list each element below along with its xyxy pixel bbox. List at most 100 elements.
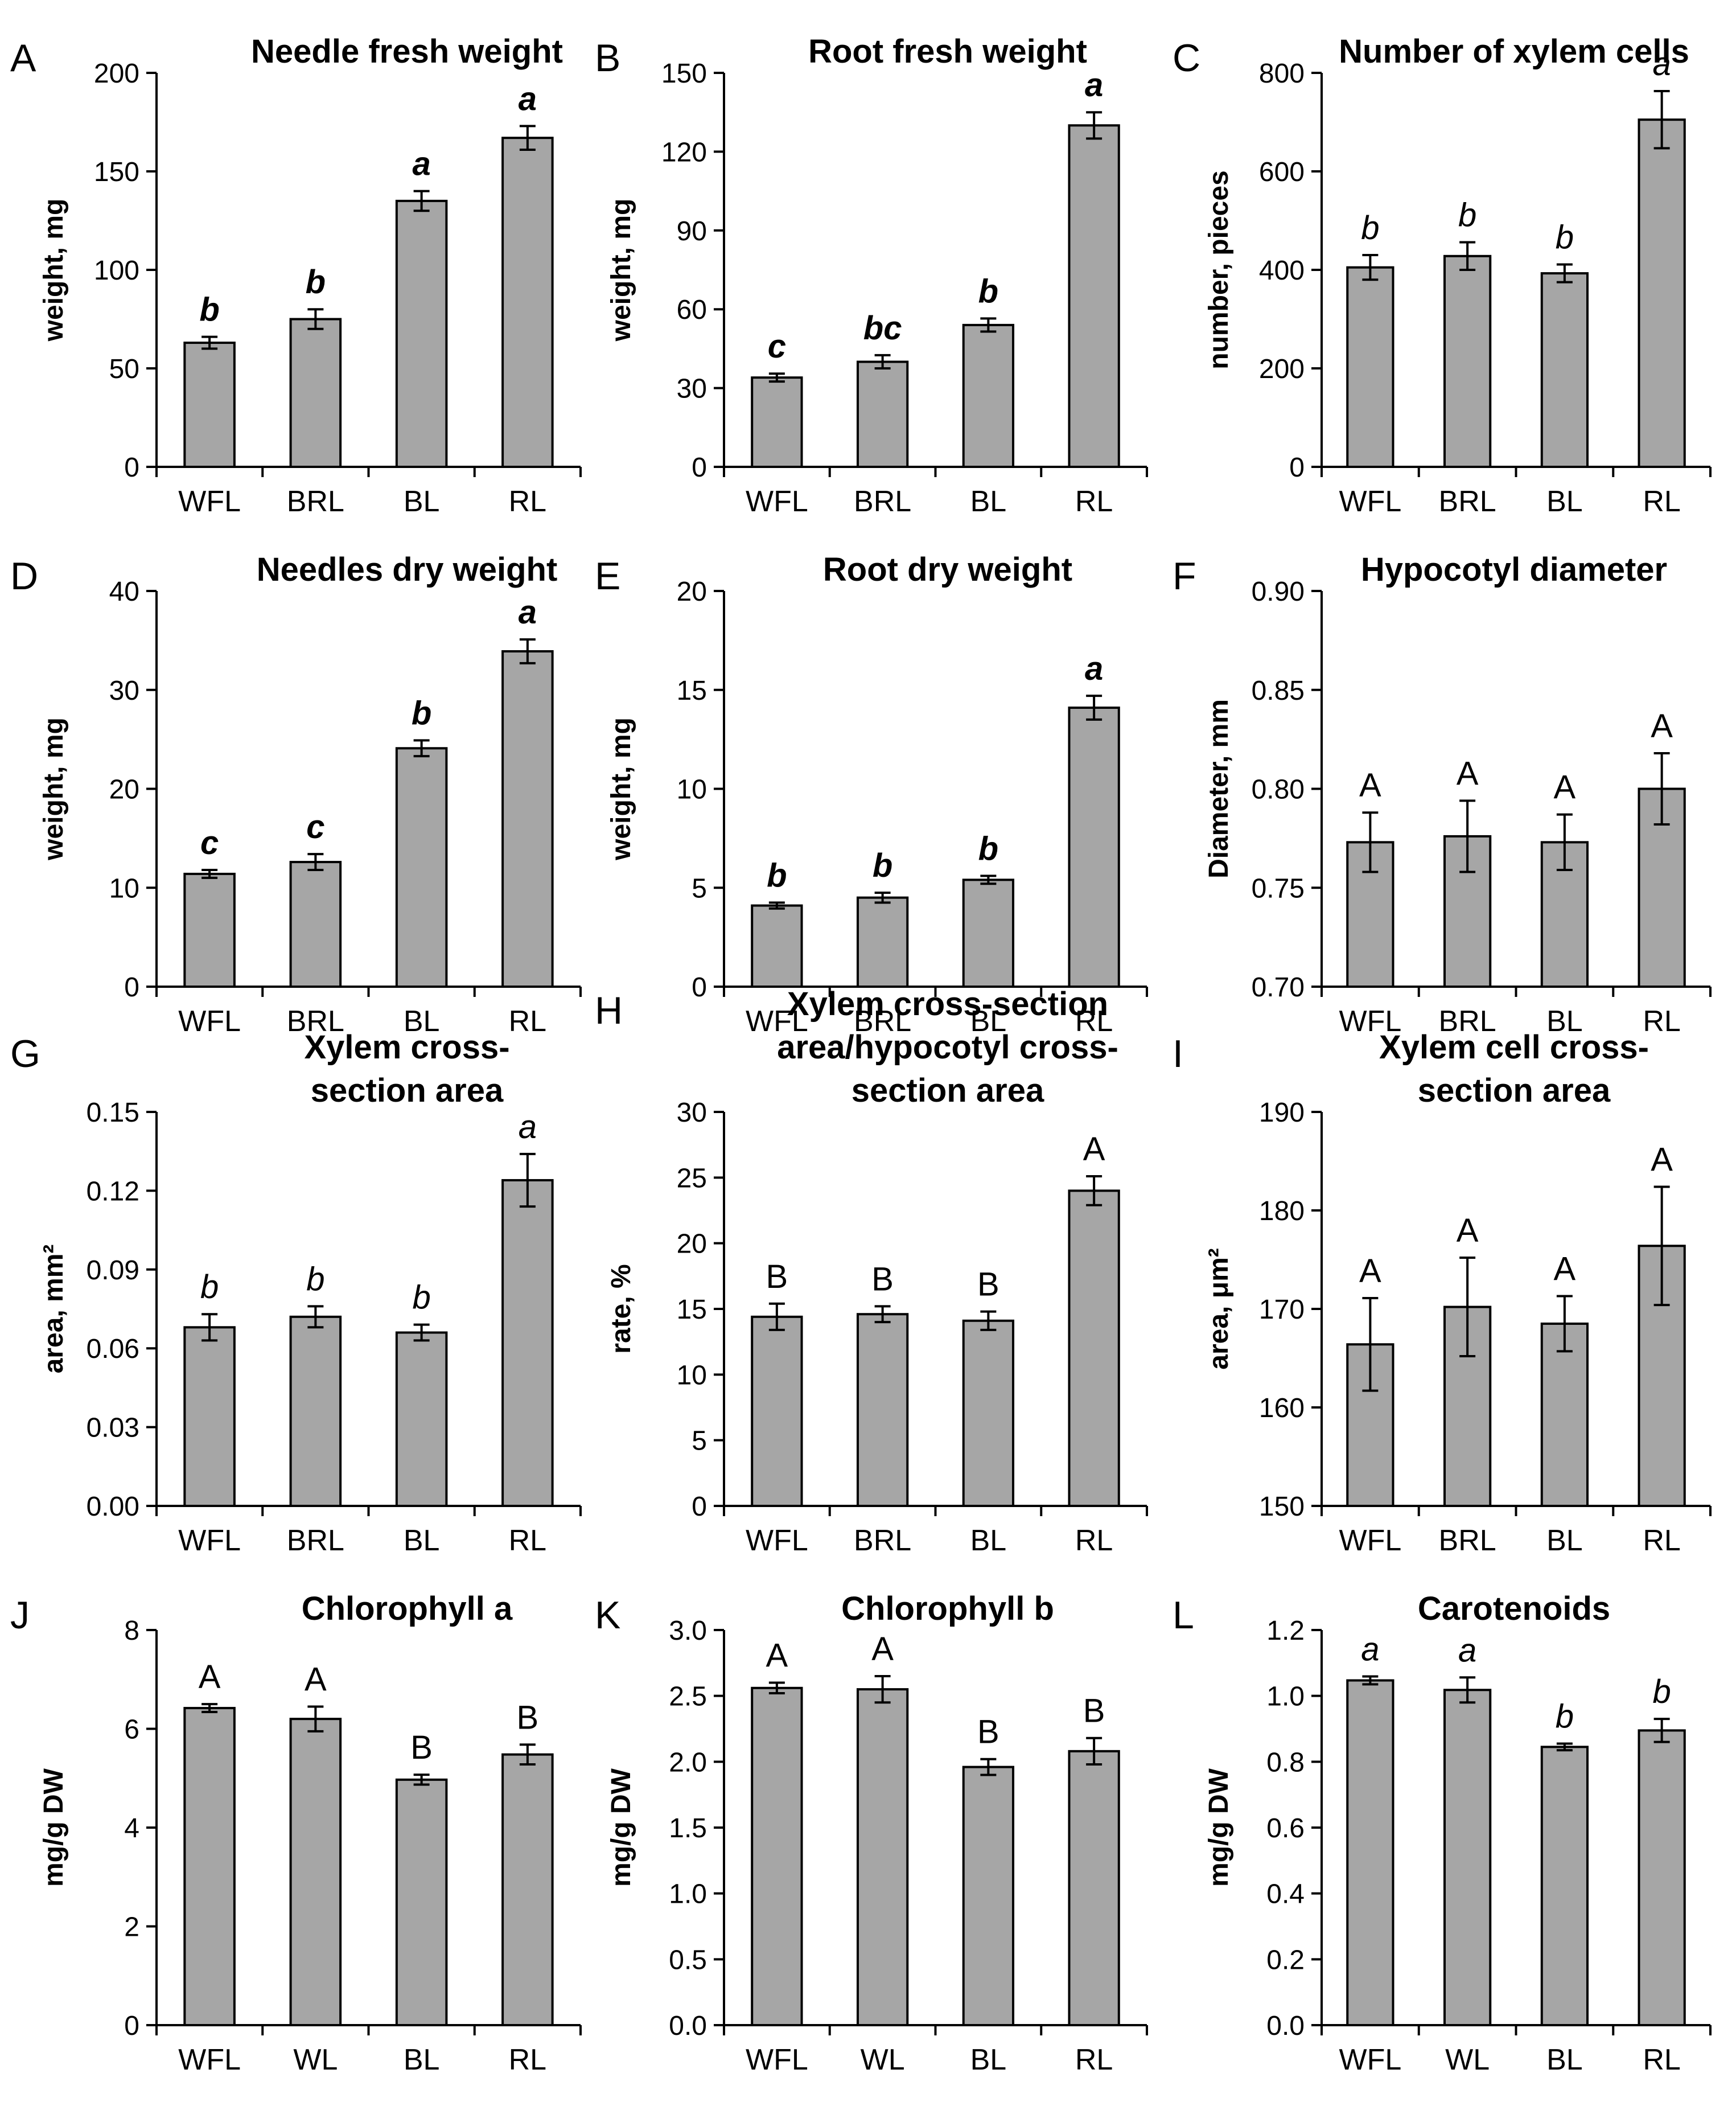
x-tick-label: BL (970, 2043, 1007, 2076)
y-tick-label: 0.80 (1252, 775, 1305, 805)
significance-label: b (1556, 1698, 1574, 1735)
y-tick-label: 0 (692, 972, 707, 1003)
y-tick-label: 0.5 (669, 1945, 707, 1975)
significance-label: B (871, 1261, 894, 1298)
x-tick-label: WFL (1339, 2043, 1401, 2076)
y-tick-label: 3.0 (669, 1616, 707, 1646)
y-tick-label: 0 (124, 2011, 139, 2041)
bar (1068, 1750, 1120, 2026)
x-tick-label: RL (1643, 2043, 1680, 2076)
significance-label: A (1651, 1141, 1673, 1178)
x-tick-label: BL (970, 485, 1007, 518)
y-tick-label: 20 (677, 577, 707, 607)
significance-label: b (1361, 210, 1379, 247)
y-tick-label: 0 (692, 1492, 707, 1522)
bar (856, 1313, 909, 1507)
y-tick-label: 30 (109, 676, 139, 706)
bar (1443, 254, 1492, 468)
panel-i: I Xylem cell cross-section area 150 160 170 1… (1173, 1029, 1712, 1557)
bar (395, 747, 448, 988)
y-tick-label: 2.5 (669, 1682, 707, 1712)
x-tick-label: BL (404, 1005, 440, 1038)
bar (1638, 118, 1686, 469)
x-tick-label: BRL (287, 485, 344, 518)
x-tick-label: RL (509, 1005, 546, 1038)
bar (751, 1686, 803, 2026)
y-tick-label: 0.85 (1252, 676, 1305, 706)
bar (962, 1766, 1015, 2026)
panel-title: Carotenoids (1418, 1590, 1610, 1627)
significance-label: a (1085, 67, 1103, 104)
x-tick-label: RL (509, 485, 546, 518)
panel-title: Xylem cross-section (787, 986, 1108, 1023)
x-tick-label: BL (404, 1524, 440, 1557)
x-tick-label: BL (970, 1005, 1007, 1038)
significance-label: A (1359, 1253, 1381, 1290)
panel-letter: D (10, 555, 38, 598)
x-tick-label: WFL (1339, 485, 1401, 518)
y-tick-label: 10 (677, 1360, 707, 1390)
x-tick-label: WFL (178, 1524, 241, 1557)
significance-label: b (767, 857, 787, 894)
y-axis-label: mg/g DW (39, 1768, 69, 1887)
panel-letter: E (595, 555, 620, 598)
y-tick-label: 120 (661, 137, 707, 167)
x-tick-label: WFL (178, 485, 241, 518)
x-tick-label: BL (970, 1524, 1007, 1557)
y-tick-label: 200 (1259, 354, 1305, 384)
y-axis-label: area, μm² (1204, 1248, 1234, 1369)
bar (856, 360, 909, 469)
y-tick-label: 0.12 (87, 1176, 139, 1206)
panel-title: Hypocotyl diameter (1361, 551, 1667, 588)
y-axis-label: weight, mg (606, 199, 636, 342)
y-tick-label: 1.0 (669, 1879, 707, 1910)
panel-title: section area (311, 1072, 504, 1109)
bar (183, 1326, 236, 1507)
y-axis-label: Diameter, mm (1204, 699, 1234, 878)
y-tick-label: 1.5 (669, 1813, 707, 1844)
x-tick-label: WFL (178, 1005, 241, 1038)
panel-title: Chlorophyll b (841, 1590, 1054, 1627)
significance-label: A (1457, 755, 1479, 792)
x-tick-label: BRL (854, 485, 911, 518)
y-tick-label: 160 (1259, 1393, 1305, 1423)
y-tick-label: 0.6 (1266, 1813, 1305, 1844)
x-tick-label: BRL (1439, 1524, 1496, 1557)
y-tick-label: 40 (109, 577, 139, 607)
significance-label: B (766, 1258, 788, 1295)
x-tick-label: RL (1643, 485, 1680, 518)
x-tick-label: BL (404, 485, 440, 518)
significance-label: b (412, 1279, 430, 1316)
bar (501, 1753, 554, 2027)
panel-title: Root fresh weight (808, 33, 1087, 70)
significance-label: b (412, 695, 431, 732)
y-tick-label: 150 (1259, 1492, 1305, 1522)
panel-letter: F (1173, 555, 1196, 598)
significance-label: a (1361, 1631, 1379, 1668)
significance-label: a (1085, 650, 1103, 687)
significance-label: B (977, 1714, 999, 1751)
y-tick-label: 170 (1259, 1295, 1305, 1325)
bar (501, 1179, 554, 1508)
panel-d: D Needles dry weight 0 10 20 30 40 weight, mg c W… (10, 551, 582, 1038)
y-axis-label: weight, mg (39, 717, 69, 861)
y-tick-label: 190 (1259, 1098, 1305, 1128)
panel-title: Number of xylem cells (1339, 33, 1689, 70)
y-tick-label: 800 (1259, 59, 1305, 89)
x-tick-label: WL (293, 2043, 338, 2076)
x-tick-label: RL (509, 1524, 546, 1557)
panel-h: H Xylem cross-section area/hypocotyl cross… (595, 986, 1148, 1557)
bar (1638, 1729, 1686, 2026)
x-tick-label: BL (1546, 1005, 1583, 1038)
x-tick-label: WFL (746, 1005, 808, 1038)
panel-title: section area (1418, 1072, 1611, 1109)
y-tick-label: 20 (109, 775, 139, 805)
bar (856, 896, 909, 988)
significance-label: A (1554, 769, 1576, 806)
x-tick-label: RL (1075, 485, 1113, 518)
panel-b: B Root fresh weight 0 30 60 90 120 150 weight, m… (595, 33, 1148, 518)
y-tick-label: 100 (94, 256, 139, 286)
bar (289, 861, 342, 988)
bar (1443, 1689, 1492, 2026)
